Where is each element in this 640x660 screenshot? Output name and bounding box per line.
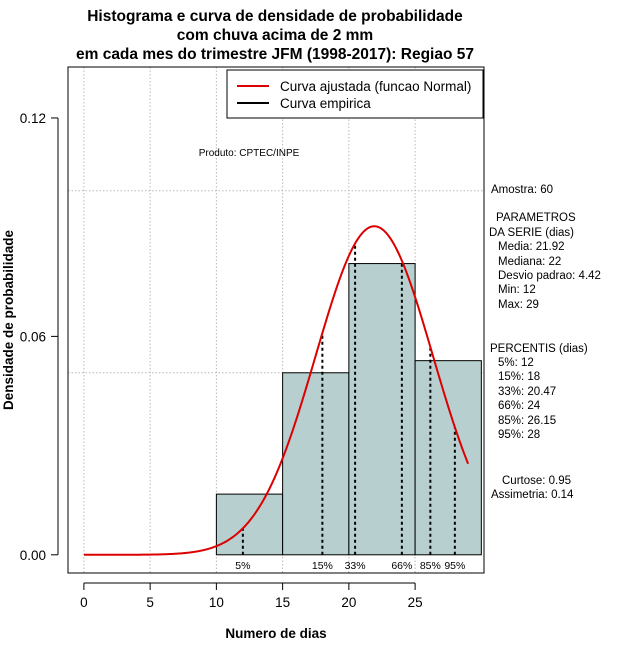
x-tick-label-15: 15 — [275, 595, 290, 610]
plot-frame — [67, 66, 485, 574]
stat-median: Mediana: 22 — [498, 256, 561, 268]
bar-10-15 — [215, 493, 284, 556]
percentiles-title: PERCENTIS (dias) — [490, 343, 588, 355]
x-tick-label-10: 10 — [209, 595, 224, 610]
legend-box — [226, 69, 484, 119]
percentile-66: 66%: 24 — [498, 400, 541, 412]
normal-fit-curve — [83, 225, 470, 556]
y-tick-label-0: 0.00 — [20, 548, 46, 563]
percentile-label-85: 85% — [420, 560, 441, 572]
stats-panel: Amostra: 60 PARAMETROS DA SERIE (dias) M… — [489, 184, 601, 501]
percentile-label-66: 66% — [391, 560, 412, 572]
x-tick-label-20: 20 — [341, 595, 356, 610]
stat-min: Min: 12 — [498, 284, 536, 296]
x-tick-label-5: 5 — [146, 595, 154, 610]
product-credit: Produto: CPTEC/INPE — [199, 148, 300, 159]
y-axis: 0.00 0.06 0.12 — [20, 111, 59, 563]
percentile-label-5: 5% — [235, 560, 250, 572]
percentile-33: 33%: 20.47 — [498, 386, 556, 398]
legend-label-normal: Curva ajustada (funcao Normal) — [280, 79, 471, 94]
percentile-15: 15%: 18 — [498, 371, 540, 383]
stat-std-dev: Desvio padrao: 4.42 — [498, 270, 601, 282]
params-title: PARAMETROS — [496, 212, 576, 224]
y-tick-label-1: 0.06 — [20, 329, 46, 344]
sample-size: Amostra: 60 — [491, 184, 553, 196]
y-axis-title: Densidade de probabilidade — [1, 229, 16, 410]
percentile-labels: 5% 15% 33% 66% 85% 95% — [235, 560, 465, 572]
bar-15-20 — [282, 372, 350, 556]
percentile-label-15: 15% — [312, 560, 333, 572]
chart-title-line-2: com chuva acima de 2 mm — [177, 27, 373, 44]
percentile-lines — [241, 243, 456, 555]
histogram-bars — [215, 263, 482, 556]
x-tick-label-0: 0 — [80, 595, 88, 610]
x-axis: 0 5 10 15 20 25 — [80, 582, 423, 610]
percentile-5: 5%: 12 — [498, 357, 534, 369]
y-tick-label-2: 0.12 — [20, 111, 46, 126]
percentile-label-95: 95% — [444, 560, 465, 572]
bar-25-30 — [414, 360, 482, 556]
chart-title-line-3: em cada mes do trimestre JFM (1998-2017)… — [76, 46, 474, 63]
stat-max: Max: 29 — [498, 299, 539, 311]
stat-skewness: Assimetria: 0.14 — [491, 489, 574, 501]
percentile-95: 95%: 28 — [498, 429, 540, 441]
x-tick-label-25: 25 — [408, 595, 423, 610]
stat-kurtosis: Curtose: 0.95 — [502, 475, 571, 487]
percentile-label-33: 33% — [345, 560, 366, 572]
percentile-85: 85%: 26.15 — [498, 415, 556, 427]
x-axis-title: Numero de dias — [225, 626, 326, 641]
stat-mean: Media: 21.92 — [498, 241, 565, 253]
chart-title-line-1: Histograma e curva de densidade de proba… — [87, 8, 463, 25]
legend: Curva ajustada (funcao Normal) Curva emp… — [226, 69, 484, 119]
params-subtitle: DA SERIE (dias) — [489, 227, 574, 239]
legend-label-empirical: Curva empirica — [280, 96, 371, 111]
bar-20-25 — [348, 263, 416, 556]
